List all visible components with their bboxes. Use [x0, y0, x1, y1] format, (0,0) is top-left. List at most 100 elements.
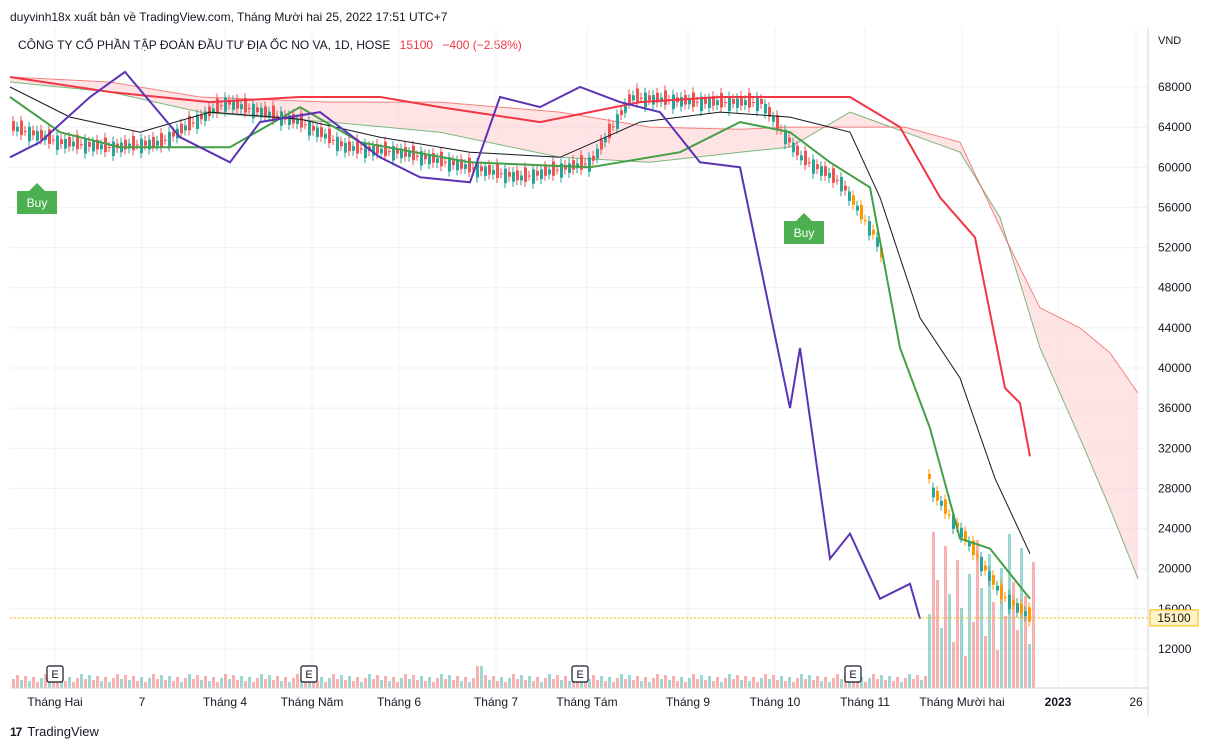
volume-bar — [976, 540, 979, 688]
volume-bar — [96, 676, 99, 688]
buy-marker-label: Buy — [27, 196, 48, 210]
volume-bar — [904, 678, 907, 688]
trade-markers: Buy Buy E E E E — [17, 183, 862, 683]
candle-body — [572, 160, 575, 170]
volume-bar — [660, 679, 663, 688]
volume-bar — [48, 679, 51, 688]
volume-bar — [1012, 582, 1015, 688]
volume-bar — [116, 674, 119, 688]
candle-body — [964, 531, 967, 541]
candle-body — [664, 90, 667, 105]
volume-bar — [228, 679, 231, 688]
volume-bar — [716, 677, 719, 688]
volume-bar — [404, 674, 407, 688]
volume-bar — [256, 678, 259, 688]
candle-body — [244, 98, 247, 113]
x-tick-label: Tháng 6 — [377, 695, 421, 709]
candle-body — [1024, 611, 1027, 617]
y-tick-label: 28000 — [1158, 481, 1192, 495]
volume-bar — [420, 676, 423, 688]
x-tick-label: Tháng 10 — [750, 695, 801, 709]
x-tick-label: Tháng 7 — [474, 695, 518, 709]
volume-bar — [20, 680, 23, 688]
candle-body — [992, 575, 995, 585]
volume-bar — [188, 674, 191, 688]
volume-bar — [1016, 630, 1019, 688]
last-price-label-box — [1149, 609, 1199, 627]
volume-bar — [376, 675, 379, 688]
candle-body — [456, 160, 459, 171]
candle-body — [836, 179, 839, 181]
candle-body — [288, 115, 291, 125]
volume-bar — [284, 677, 287, 688]
candle-body — [680, 97, 683, 107]
candle-body — [940, 500, 943, 506]
y-tick-label: 56000 — [1158, 200, 1192, 214]
candle-body — [632, 95, 635, 101]
volume-bar — [900, 682, 903, 688]
volume-bar — [552, 679, 555, 688]
candle-body — [24, 130, 27, 132]
candle-body — [128, 143, 131, 149]
volume-bar — [1000, 568, 1003, 688]
candle-body — [332, 139, 335, 141]
earnings-marker — [300, 665, 318, 683]
candle-body — [624, 103, 627, 113]
volume-bar — [176, 677, 179, 688]
candle-body — [336, 136, 339, 152]
volume-bar — [632, 680, 635, 688]
volume-bar — [56, 680, 59, 688]
candle-body — [40, 129, 43, 140]
volume-bar — [812, 680, 815, 688]
candle-body — [520, 175, 523, 181]
candle-body — [352, 146, 355, 151]
candle-body — [820, 166, 823, 176]
candle-body — [356, 139, 359, 154]
candle-body — [1004, 597, 1007, 599]
candle-body — [488, 164, 491, 175]
candle-body — [524, 167, 527, 182]
candle-body — [328, 128, 331, 144]
symbol-legend: CÔNG TY CỔ PHẦN TẬP ĐOÀN ĐẦU TƯ ĐỊA ỐC N… — [18, 38, 522, 52]
candle-body — [672, 94, 675, 110]
volume-bar — [156, 679, 159, 688]
candle-body — [584, 163, 587, 165]
candle-body — [500, 173, 503, 175]
candle-body — [492, 169, 495, 175]
candle-body — [360, 148, 363, 150]
volume-bar — [372, 679, 375, 688]
candle-body — [204, 111, 207, 122]
volume-bar — [32, 677, 35, 688]
candle-body — [932, 487, 935, 498]
candle-body — [188, 115, 191, 131]
volume-bar — [740, 680, 743, 688]
volume-bar — [72, 682, 75, 688]
volume-bar — [932, 532, 935, 688]
candle-body — [32, 130, 35, 136]
candle-body — [180, 123, 183, 134]
candle-body — [448, 157, 451, 172]
candle-body — [948, 514, 951, 516]
candle-body — [740, 96, 743, 106]
volume-bar — [640, 681, 643, 688]
volume-bar — [952, 642, 955, 688]
volume-bar — [324, 682, 327, 688]
candle-body — [784, 129, 787, 145]
volume-bar — [368, 674, 371, 688]
candle-body — [952, 514, 955, 530]
candle-body — [1012, 600, 1015, 606]
volume-bar — [532, 681, 535, 688]
candle-body — [208, 106, 211, 117]
volume-bar — [916, 675, 919, 688]
candle-body — [996, 585, 999, 591]
volume-bar — [432, 682, 435, 688]
volume-bar — [336, 679, 339, 688]
volume-bar — [488, 680, 491, 688]
volume-bar — [212, 677, 215, 688]
y-tick-label: 64000 — [1158, 120, 1192, 134]
volume-bar — [172, 681, 175, 688]
volume-bar — [792, 682, 795, 688]
candle-body — [724, 102, 727, 104]
candle-body — [96, 139, 99, 150]
